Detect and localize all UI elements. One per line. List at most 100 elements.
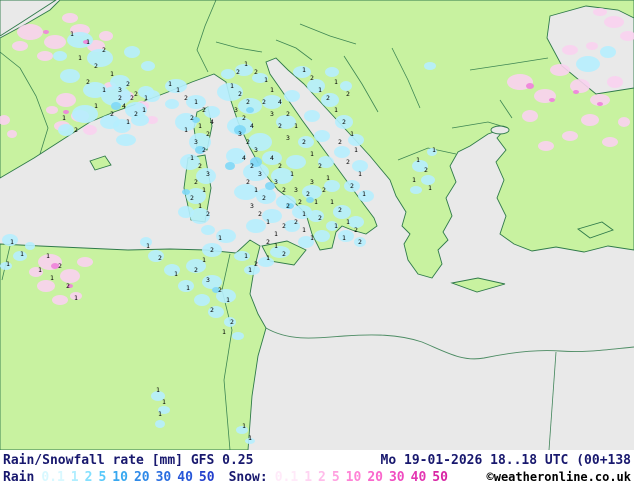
rain-patch (234, 184, 258, 200)
precip-value: 3 (286, 134, 290, 142)
rain-patch (178, 206, 194, 218)
rain-patch (238, 98, 262, 114)
rain-patch (202, 275, 222, 289)
rain-patch (186, 259, 206, 273)
precip-value: 2 (210, 246, 214, 254)
snow-patch (586, 42, 598, 50)
precip-value: 1 (38, 266, 42, 274)
precip-value: 2 (198, 162, 202, 170)
precip-value: 1 (146, 242, 150, 250)
snow-patch (29, 267, 43, 277)
precip-value: 2 (424, 166, 428, 174)
rain-patch (245, 438, 255, 444)
precip-value: 4 (210, 118, 214, 126)
precip-value: 1 (362, 190, 366, 198)
rain-patch (333, 205, 351, 219)
rain-patch (338, 230, 354, 242)
snow-scale: 0.1 1 2 5 10 20 30 40 50 (275, 470, 448, 485)
rain-patch (165, 99, 179, 109)
rain-patch (427, 148, 437, 156)
precip-value: 2 (282, 250, 286, 258)
precip-value: 1 (86, 38, 90, 46)
precip-value: 3 (238, 130, 242, 138)
rain-patch (208, 306, 224, 318)
precip-value: 2 (58, 262, 62, 270)
snow-core-patch (63, 110, 69, 114)
precip-value: 1 (264, 76, 268, 84)
rain-patch (140, 237, 152, 247)
precip-value: 1 (302, 226, 306, 234)
precip-value: 1 (176, 86, 180, 94)
rain-patch (576, 56, 600, 72)
rain-patch (314, 230, 330, 242)
rain-core-patch (111, 102, 121, 110)
rain-core-patch (286, 203, 294, 209)
precip-value: 2 (298, 198, 302, 206)
rain-patch (308, 210, 324, 222)
precip-value: 1 (242, 422, 246, 430)
sea-biscay (0, 0, 57, 37)
rain-patch (325, 67, 339, 77)
precip-value: 3 (258, 170, 262, 178)
rain-patch (352, 160, 368, 172)
title-row: Rain/Snowfall rate [mm] GFS 0.25 Mo 19-0… (0, 450, 634, 468)
rain-patch (72, 105, 98, 123)
snow-patch (590, 94, 610, 106)
rain-patch (201, 225, 215, 235)
precip-value: 2 (246, 98, 250, 106)
precip-value: 1 (354, 146, 358, 154)
island-crete (450, 277, 506, 293)
precip-value: 2 (134, 110, 138, 118)
rain-patch (344, 180, 360, 192)
rain-patch (298, 136, 314, 148)
rain-scale-value: 1 (70, 470, 79, 485)
snow-core-patch (549, 98, 555, 102)
rain-patch (232, 332, 244, 340)
precip-value: 2 (318, 214, 322, 222)
snow-scale-value: 0.1 (274, 470, 299, 485)
rain-patch (298, 236, 314, 248)
country-borders (0, 0, 549, 450)
rain-patch (196, 168, 216, 184)
snow-patch (522, 110, 538, 122)
snow-patch (538, 141, 554, 151)
precip-value: 2 (282, 186, 286, 194)
precip-value: 1 (102, 86, 106, 94)
precip-value: 4 (278, 98, 282, 106)
precip-value: 2 (250, 162, 254, 170)
snow-patch (37, 280, 55, 292)
coastline-libya-egypt (265, 327, 634, 360)
rain-patch (216, 289, 236, 303)
precip-value: 2 (322, 186, 326, 194)
rain-patch (286, 155, 306, 169)
precip-value: 1 (248, 434, 252, 442)
rain-patch (354, 237, 366, 247)
rain-scale-value: 10 (112, 470, 128, 485)
precip-value: 1 (226, 296, 230, 304)
precip-values-layer: 1212122324323423212321423221321231221121… (6, 30, 436, 442)
rain-scale-value: 5 (98, 470, 107, 485)
precip-value: 1 (314, 198, 318, 206)
rain-patch (204, 106, 220, 118)
precip-value: 1 (350, 130, 354, 138)
rain-patch (148, 250, 164, 262)
precip-value: 1 (70, 30, 74, 38)
precip-value: 2 (358, 238, 362, 246)
precip-value: 1 (222, 328, 226, 336)
rain-patch (0, 262, 12, 270)
snow-patch (604, 16, 624, 28)
precip-value: 1 (186, 284, 190, 292)
precip-value: 3 (274, 178, 278, 186)
rain-core-patch (234, 125, 246, 135)
precip-value: 1 (144, 94, 148, 102)
rain-patch (180, 154, 200, 170)
rain-patch (194, 294, 210, 306)
precip-value: 1 (194, 98, 198, 106)
rain-patch (258, 257, 274, 267)
precip-value: 3 (206, 276, 210, 284)
snow-scale-value: 1 (304, 470, 313, 485)
precip-value: 2 (254, 260, 258, 268)
rain-patch (25, 242, 35, 250)
rain-core-patch (212, 287, 220, 293)
